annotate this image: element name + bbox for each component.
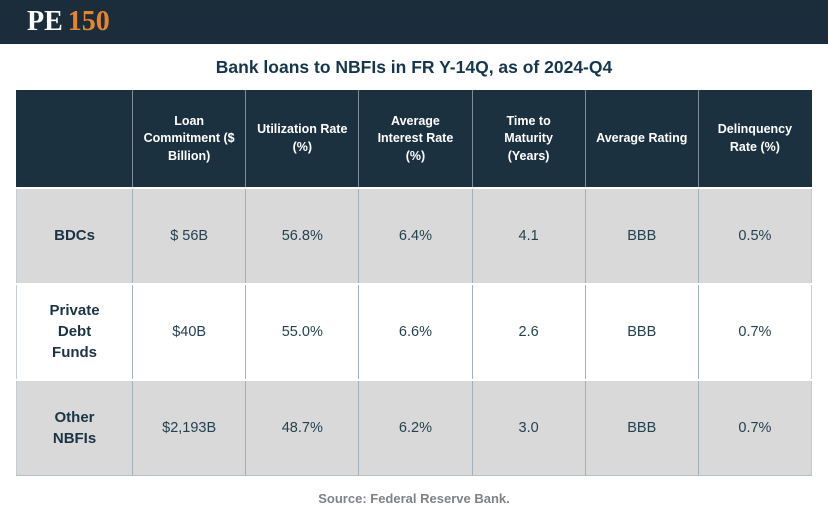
row-label-bdcs: BDCs bbox=[15, 186, 134, 285]
cell-other-loan-commitment: $2,193B bbox=[132, 378, 247, 476]
cell-pdf-avg-interest-rate: 6.6% bbox=[358, 282, 473, 381]
column-header-utilization-rate: Utilization Rate (%) bbox=[245, 90, 360, 189]
cell-pdf-average-rating: BBB bbox=[584, 282, 699, 381]
cell-pdf-loan-commitment: $40B bbox=[132, 282, 247, 381]
cell-other-delinquency-rate: 0.7% bbox=[697, 378, 813, 476]
cell-bdcs-avg-interest-rate: 6.4% bbox=[358, 186, 473, 285]
cell-bdcs-time-to-maturity: 4.1 bbox=[471, 186, 586, 285]
cell-pdf-delinquency-rate: 0.7% bbox=[697, 282, 813, 381]
logo-150-text: 150 bbox=[67, 6, 110, 37]
cell-other-average-rating: BBB bbox=[584, 378, 699, 476]
table-row-bdcs: BDCs $ 56B 56.8% 6.4% 4.1 BBB 0.5% bbox=[15, 186, 813, 285]
column-header-time-to-maturity: Time to Maturity (Years) bbox=[471, 90, 586, 189]
column-header-blank bbox=[15, 90, 134, 189]
cell-bdcs-utilization-rate: 56.8% bbox=[245, 186, 360, 285]
cell-bdcs-average-rating: BBB bbox=[584, 186, 699, 285]
page-title: Bank loans to NBFIs in FR Y-14Q, as of 2… bbox=[215, 57, 613, 77]
table-body: BDCs $ 56B 56.8% 6.4% 4.1 BBB 0.5% Priva… bbox=[15, 186, 813, 476]
nbfi-loans-table: Loan Commitment ($ Billion) Utilization … bbox=[15, 90, 813, 476]
pe150-logo: PE 150 bbox=[27, 8, 110, 36]
column-header-delinquency-rate: Delinquency Rate (%) bbox=[697, 90, 813, 189]
column-header-avg-interest-rate: Average Interest Rate (%) bbox=[358, 90, 473, 189]
top-brand-bar: PE 150 bbox=[0, 0, 828, 44]
cell-other-utilization-rate: 48.7% bbox=[245, 378, 360, 476]
row-label-private-debt-funds: Private Debt Funds bbox=[15, 282, 134, 381]
data-table-container: Loan Commitment ($ Billion) Utilization … bbox=[15, 90, 813, 476]
cell-pdf-utilization-rate: 55.0% bbox=[245, 282, 360, 381]
source-note: Source: Federal Reserve Bank. bbox=[318, 491, 510, 506]
column-header-loan-commitment: Loan Commitment ($ Billion) bbox=[132, 90, 247, 189]
table-row-private-debt-funds: Private Debt Funds $40B 55.0% 6.6% 2.6 B… bbox=[15, 282, 813, 381]
cell-other-avg-interest-rate: 6.2% bbox=[358, 378, 473, 476]
header-row: Loan Commitment ($ Billion) Utilization … bbox=[15, 90, 813, 189]
cell-other-time-to-maturity: 3.0 bbox=[471, 378, 586, 476]
row-label-other-nbfis: Other NBFIs bbox=[15, 378, 134, 476]
table-header: Loan Commitment ($ Billion) Utilization … bbox=[15, 90, 813, 189]
cell-pdf-time-to-maturity: 2.6 bbox=[471, 282, 586, 381]
cell-bdcs-delinquency-rate: 0.5% bbox=[697, 186, 813, 285]
column-header-average-rating: Average Rating bbox=[584, 90, 699, 189]
cell-bdcs-loan-commitment: $ 56B bbox=[132, 186, 247, 285]
table-row-other-nbfis: Other NBFIs $2,193B 48.7% 6.2% 3.0 BBB 0… bbox=[15, 378, 813, 476]
logo-pe-text: PE bbox=[27, 6, 63, 37]
